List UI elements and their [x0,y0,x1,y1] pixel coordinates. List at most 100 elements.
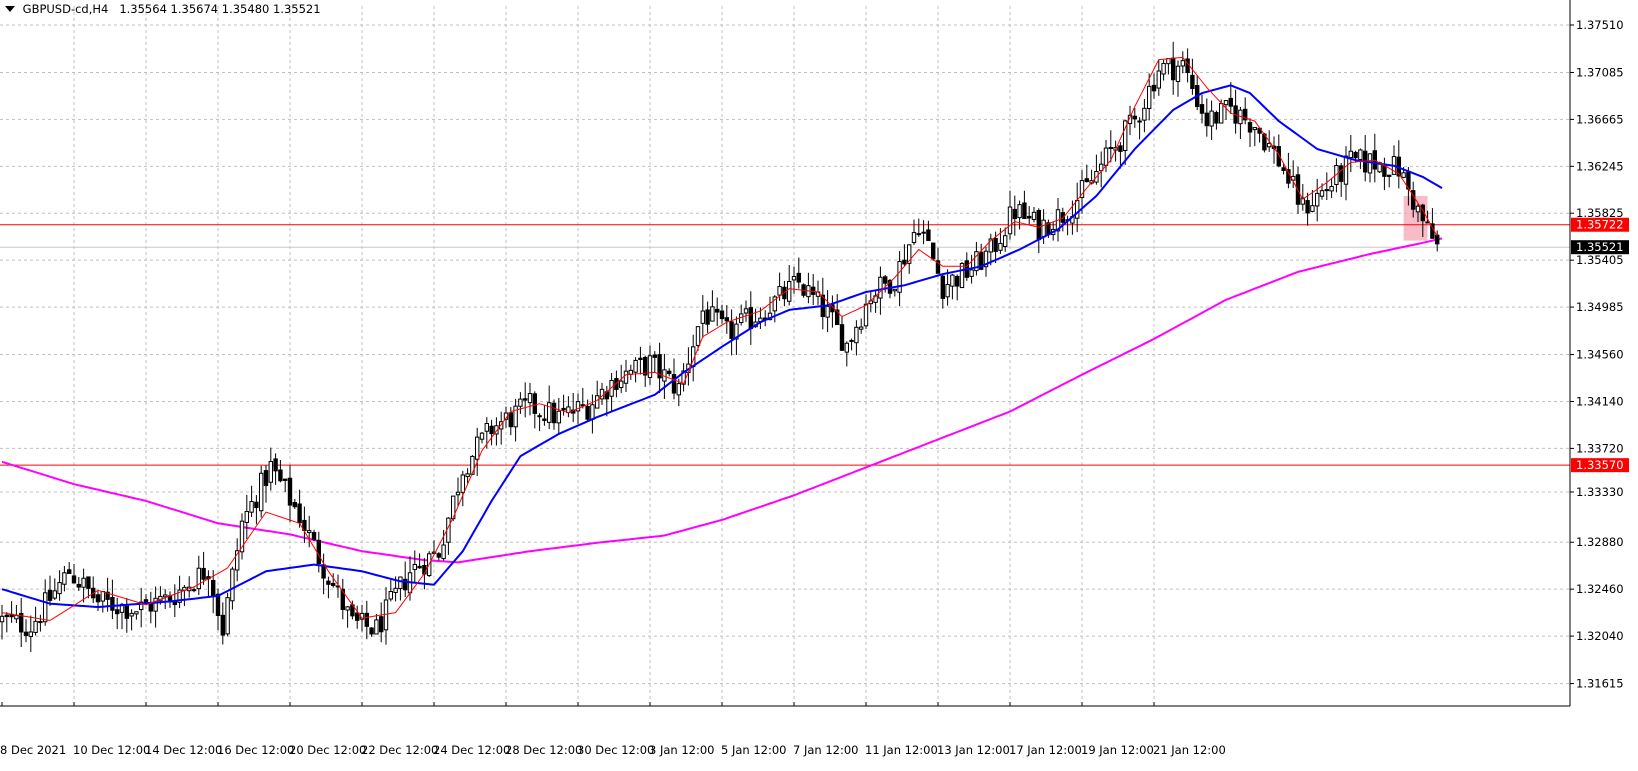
candle-body-up [398,576,403,590]
candle-body-up [479,432,485,440]
candle-body-down [287,477,293,506]
candle-body-up [249,501,254,513]
candle-body-down [1027,215,1032,219]
candle-body-up [575,401,581,412]
candle-body-up [907,244,912,264]
candle-body-down [95,594,101,603]
candle-body-up [681,370,686,385]
ma-fast-group [1,56,1438,621]
candle-body-down [705,309,710,325]
candle-body-up [14,614,19,620]
candle-body-up [307,530,312,534]
candle-body-up [859,326,864,330]
candle-body-up [1348,150,1353,159]
candle-body-down [273,458,278,472]
candle-body-up [700,310,705,324]
candle-body-up [1075,200,1080,219]
candle-body-down [321,564,326,579]
candle-body-up [1031,211,1037,220]
candle-body-down [292,502,298,508]
candle-body-down [1204,112,1209,127]
candle-body-up [259,472,264,512]
y-tick-label: 1.36245 [1576,159,1624,173]
candle-body-down [172,601,178,606]
candle-body-up [743,308,749,314]
candle-body-up [62,572,67,585]
candle-body-up [1007,206,1013,235]
y-tick-label: 1.31615 [1576,677,1624,691]
chart-header: GBPUSD-cd,H4 1.35564 1.35674 1.35480 1.3… [3,2,321,16]
dropdown-triangle-icon[interactable] [5,6,15,12]
y-tick-label: 1.33720 [1576,441,1624,455]
candle-body-down [955,275,960,287]
candle-body-down [1228,97,1233,107]
x-tick-label: 19 Jan 12:00 [1081,743,1154,757]
candle-body-down [839,324,845,351]
candle-body-up [1127,114,1133,125]
candle-body-down [902,259,907,265]
level-tag-bg [1571,458,1629,473]
candle-body-up [772,296,777,312]
candle-body-up [1003,235,1008,248]
candle-body-up [556,410,561,424]
candle-body-up [1175,65,1181,82]
candle-body-down [883,276,888,284]
candle-body-down [652,354,657,358]
candle-body-down [671,374,677,394]
candle-body-up [57,582,62,595]
ma-fast-line [1,56,1438,621]
candle-body-down [1185,58,1190,73]
x-tick-label: 11 Jan 12:00 [865,743,938,757]
candle-body-up [619,380,624,388]
candle-body-down [201,567,206,580]
x-tick-label: 3 Jan 12:00 [649,743,715,757]
candle-body-down [71,575,77,584]
candle-body-down [105,591,110,600]
candle-body-up [791,275,797,281]
candle-body-up [81,577,86,588]
candle-body-up [527,393,533,404]
candle-body-up [460,474,466,493]
candle-body-down [115,609,120,615]
x-tick-label: 21 Jan 12:00 [1153,743,1226,757]
candle-body-down [211,579,216,597]
candle-body-up [710,306,715,322]
candle-body-down [1132,115,1137,120]
x-tick-label: 10 Dec 12:00 [73,743,150,757]
candle-body-down [278,469,283,482]
candle-body-up [1358,149,1363,160]
candle-body-down [369,627,374,635]
candle-body-down [110,596,115,611]
candle-body-down [1036,210,1041,241]
candle-body-up [1329,185,1334,192]
x-tick-label: 30 Dec 12:00 [577,743,654,757]
candle-body-up [345,606,350,611]
candle-body-down [489,425,494,435]
x-tick-label: 16 Dec 12:00 [217,743,294,757]
candle-body-down [1108,147,1113,150]
ma-mid-line [1,84,1443,608]
candle-body-down [47,589,53,601]
candle-body-down [19,612,24,633]
y-tick-label: 1.32460 [1576,582,1624,596]
candle-body-down [331,582,336,587]
close-value: 1.35521 [272,2,321,16]
candle-body-up [892,288,897,292]
candle-body-up [43,592,48,623]
candle-body-down [124,605,129,619]
candle-body-down [1339,165,1344,182]
y-tick-label: 1.35405 [1576,253,1624,267]
candle-body-up [1180,60,1185,67]
candle-body-up [1156,70,1161,89]
candle-body-down [667,370,672,375]
candle-body-up [470,455,475,475]
candle-body-up [1319,190,1325,197]
candle-body-up [441,544,446,560]
candle-body-up [1103,147,1109,166]
candle-body-up [959,262,965,289]
y-tick-label: 1.34560 [1576,348,1624,362]
x-tick-label: 24 Dec 12:00 [433,743,510,757]
current-price-tag-bg [1571,240,1629,255]
